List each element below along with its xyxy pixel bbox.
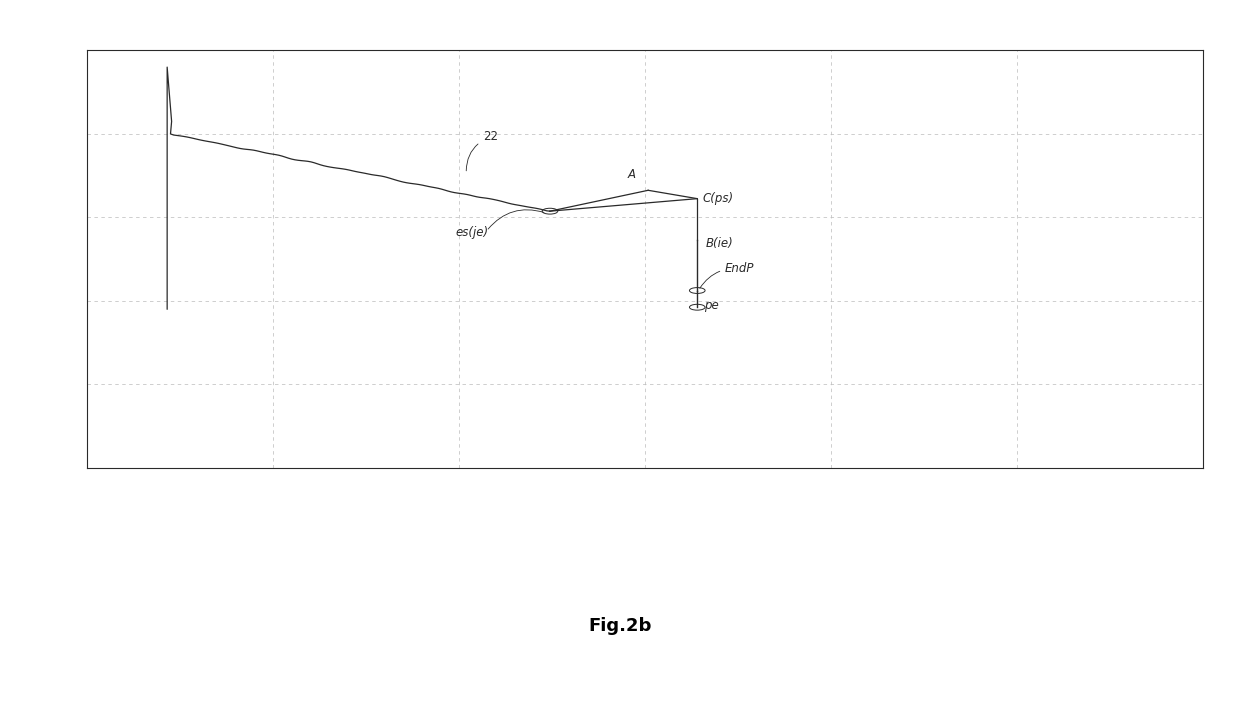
- Text: 22: 22: [466, 130, 498, 171]
- Text: C(ps): C(ps): [703, 192, 734, 205]
- Text: es(je): es(je): [455, 226, 489, 239]
- Text: pe: pe: [704, 300, 719, 312]
- Text: A: A: [627, 168, 636, 181]
- Text: B(ie): B(ie): [707, 237, 734, 250]
- Text: Fig.2b: Fig.2b: [588, 617, 652, 635]
- Text: EndP: EndP: [699, 262, 755, 288]
